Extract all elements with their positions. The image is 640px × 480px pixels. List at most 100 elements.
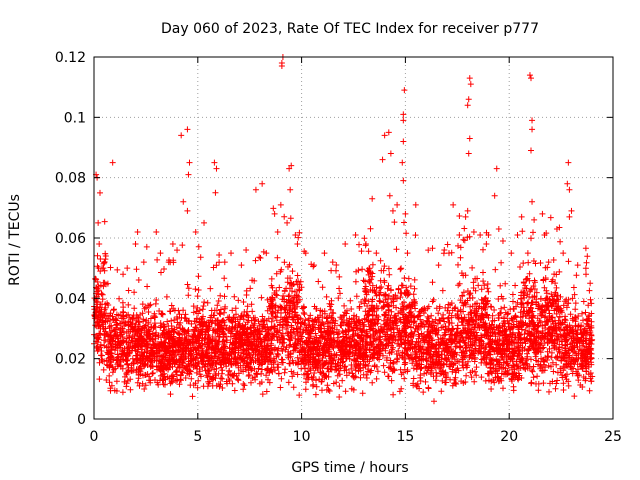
data-point: [565, 159, 572, 166]
data-point: [96, 241, 103, 248]
data-point: [456, 231, 463, 238]
data-point: [527, 75, 534, 82]
data-point: [288, 162, 295, 169]
data-point: [97, 268, 104, 275]
data-point: [526, 72, 533, 79]
data-point: [184, 207, 191, 214]
data-point: [483, 241, 490, 248]
y-tick-label: 0.08: [55, 171, 86, 187]
data-point: [529, 198, 536, 205]
data-point: [566, 186, 573, 193]
y-tick-label: 0.06: [55, 231, 86, 247]
data-point: [124, 265, 131, 272]
data-point: [564, 180, 571, 187]
data-point: [252, 186, 259, 193]
data-point: [329, 259, 336, 266]
data-point: [102, 256, 109, 263]
data-point: [527, 147, 534, 154]
data-point: [491, 192, 498, 199]
data-point: [373, 250, 380, 257]
data-point: [400, 138, 407, 145]
data-point: [169, 241, 176, 248]
data-point: [100, 265, 107, 272]
data-point: [278, 63, 285, 70]
y-axis-label: ROTI / TECUs: [7, 194, 23, 286]
data-point: [467, 81, 474, 88]
data-point: [311, 262, 318, 269]
data-point: [465, 96, 472, 103]
data-point: [400, 177, 407, 184]
y-tick-label: 0.1: [64, 110, 86, 126]
data-point: [464, 102, 471, 109]
data-point: [284, 219, 291, 226]
data-point: [495, 225, 502, 232]
data-point: [109, 159, 116, 166]
data-point: [192, 228, 199, 235]
y-tick-label: 0.02: [55, 352, 86, 368]
data-point: [157, 250, 164, 257]
x-axis-label: GPS time / hours: [291, 460, 408, 476]
data-point: [95, 219, 102, 226]
x-tick-label: 20: [500, 429, 518, 445]
data-point: [465, 150, 472, 157]
data-point: [165, 259, 172, 266]
data-point: [259, 180, 266, 187]
data-point: [466, 75, 473, 82]
data-point: [464, 207, 471, 214]
data-point: [321, 250, 328, 257]
data-point: [539, 210, 546, 217]
x-tick-label: 5: [193, 429, 202, 445]
data-point: [508, 250, 515, 257]
y-tick-label: 0.04: [55, 291, 86, 307]
data-point: [477, 231, 484, 238]
data-point: [132, 241, 139, 248]
y-tick-label: 0: [77, 412, 86, 428]
data-point: [287, 186, 294, 193]
data-point: [529, 117, 536, 124]
data-point: [583, 271, 590, 278]
data-point: [211, 159, 218, 166]
data-point: [180, 198, 187, 205]
data-point: [140, 259, 147, 266]
data-point: [412, 201, 419, 208]
data-point: [394, 201, 401, 208]
data-point: [271, 210, 278, 217]
data-point: [153, 228, 160, 235]
data-point: [518, 213, 525, 220]
data-point: [445, 250, 452, 257]
data-point: [399, 159, 406, 166]
data-point: [184, 126, 191, 133]
data-points: [91, 54, 596, 405]
data-point: [212, 189, 219, 196]
data-point: [524, 250, 531, 257]
data-point: [294, 241, 301, 248]
data-point: [221, 259, 228, 266]
data-point: [369, 195, 376, 202]
data-point: [381, 132, 388, 139]
x-tick-label: 0: [90, 429, 99, 445]
data-point: [541, 231, 548, 238]
chart-title: Day 060 of 2023, Rate Of TEC Index for r…: [161, 21, 539, 37]
x-tick-label: 10: [293, 429, 311, 445]
data-point: [342, 241, 349, 248]
data-point: [401, 87, 408, 94]
data-point: [400, 111, 407, 118]
data-point: [213, 165, 220, 172]
data-point: [263, 250, 270, 257]
data-point: [531, 216, 538, 223]
data-point: [238, 262, 245, 269]
background-samples: [91, 189, 596, 405]
data-point: [292, 231, 299, 238]
data-point: [134, 228, 141, 235]
x-tick-label: 25: [604, 429, 622, 445]
data-point: [466, 135, 473, 142]
data-point: [379, 156, 386, 163]
data-point: [286, 165, 293, 172]
data-point: [545, 259, 552, 266]
data-point: [499, 238, 506, 245]
data-point: [277, 201, 284, 208]
data-point: [228, 250, 235, 257]
data-point: [385, 129, 392, 136]
data-point: [400, 117, 407, 124]
data-point: [560, 250, 567, 257]
